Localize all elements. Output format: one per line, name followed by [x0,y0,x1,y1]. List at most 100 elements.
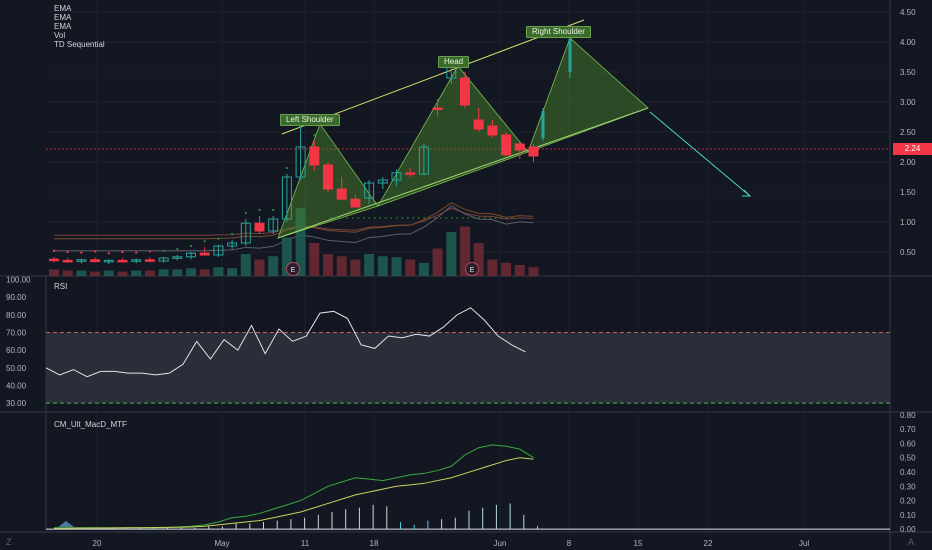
candle-body [568,39,572,72]
rsi-tick-label: 60.00 [6,346,27,355]
td-marker [189,244,193,248]
volume-bar [460,226,470,276]
volume-bar [240,254,251,276]
legend-ema-2[interactable]: EMA [54,13,72,22]
candle-body [62,259,73,263]
indicator-legend[interactable]: EMA EMA EMA Vol TD Sequential [54,4,105,49]
rsi-band [46,332,890,404]
candle [364,180,375,204]
zoom-corner-left[interactable]: Z [6,537,12,547]
volume-bar [268,256,279,276]
candle-body [391,172,402,181]
legend-td-sequential[interactable]: TD Sequential [54,40,105,49]
earnings-circle [286,262,300,276]
candle [418,144,429,176]
candle-body [350,198,361,208]
candle-body [432,107,443,110]
rsi-tick-label: 70.00 [6,329,27,338]
tv-logo-icon [58,521,74,527]
rsi-tick-label: 50.00 [6,364,27,373]
candle [240,219,251,246]
legend-ema-3[interactable]: EMA [54,22,72,31]
candle-body [254,222,265,232]
macd-tick-label: 0.70 [900,425,916,434]
rsi-pane-label[interactable]: RSI [54,282,68,291]
macd-line [54,444,534,529]
head-label[interactable]: Head [438,56,470,68]
candle-body [405,172,416,175]
time-tick-label: 20 [93,539,102,548]
earnings-label: E [291,267,296,274]
time-tick-label: 15 [634,539,643,548]
rsi-line [45,307,526,378]
candle [281,174,292,222]
time-tick-label: Jul [799,539,809,548]
candle [254,216,265,234]
candle [514,141,525,159]
macd-tick-label: 0.10 [900,511,916,520]
candle-body [213,245,224,256]
axes: 20 May 11 18 Jun 8 15 22 Jul 4.50 4.00 3.50 3.00 2.50… [6,8,916,548]
legend-ema-1[interactable]: EMA [54,4,72,13]
candle-body [76,259,87,262]
macd-tick-label: 0.50 [900,454,916,463]
volume-bar [446,232,457,276]
td-marker [107,252,111,255]
candle-body [186,252,196,258]
candle-body [487,125,498,136]
projected-candle [541,108,545,141]
price-tick-label: 3.50 [900,68,916,77]
candle-body [418,146,429,175]
candle-body [90,259,101,263]
rsi-tick-label: 80.00 [6,311,27,320]
candle-body [501,134,512,156]
td-marker [244,211,247,215]
time-tick-label: 18 [370,539,379,548]
left-shoulder-label[interactable]: Left Shoulder [280,114,340,126]
candle [144,257,155,263]
price-tick-label: 1.50 [900,188,916,197]
ema-line [54,207,534,236]
candle-body [309,146,320,166]
volume-bar [501,262,512,276]
candle [487,120,498,138]
time-tick-label: 11 [301,539,310,548]
macd-signal-line [53,457,534,529]
auto-scale-button[interactable]: A [908,537,915,547]
price-tick-label: 4.00 [900,38,916,47]
candle [268,216,279,234]
macd-pane-label[interactable]: CM_Ult_MacD_MTF [54,420,127,429]
candle-body [377,179,388,184]
projection-arrow [649,111,751,197]
legend-vol[interactable]: Vol [54,31,66,40]
candle [172,255,183,261]
candle [90,257,101,263]
right-shoulder-triangle [527,37,649,153]
rsi-tick-label: 40.00 [6,382,27,391]
macd-tick-label: 0.60 [900,439,916,448]
volume-bar [377,256,388,276]
volume-bar [158,269,169,276]
volume-bar [309,243,320,276]
candle [405,168,416,177]
candle-body [144,259,155,262]
right-shoulder-label[interactable]: Right Shoulder [526,26,591,38]
candle [501,132,512,156]
candle-body [364,182,375,199]
volume-bar [405,259,416,276]
price-tick-label: 1.00 [900,218,916,227]
price-tick-label: 0.50 [900,248,916,257]
rsi-tick-label: 30.00 [6,399,27,408]
volume-bar [103,270,114,276]
td-marker [162,249,165,252]
time-tick-label: May [214,539,229,548]
candle [213,244,224,257]
rsi-tick-label: 90.00 [6,293,27,302]
price-tick-label: 4.50 [900,8,916,17]
macd-tick-label: 0.40 [900,468,916,477]
td-marker [203,240,206,243]
candle-body [514,143,525,151]
volume-bar [432,248,443,276]
